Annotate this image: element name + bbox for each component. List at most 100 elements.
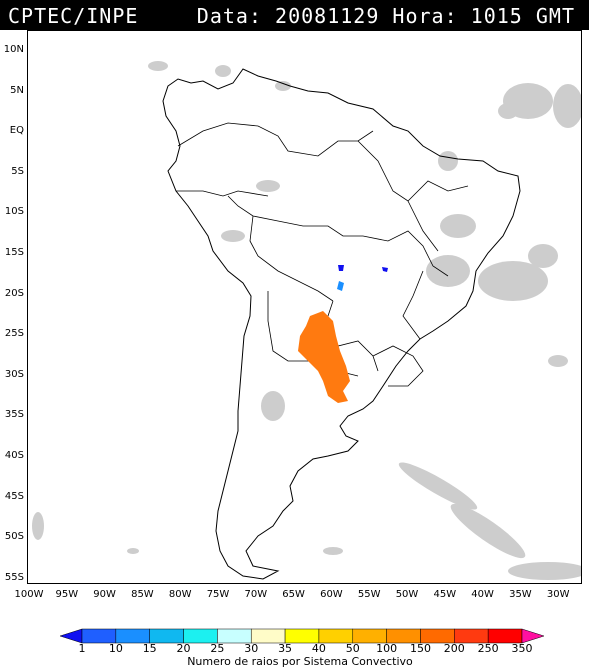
latitude-label: 45S <box>4 490 24 502</box>
colorbar-swatch <box>386 628 421 644</box>
legend <box>0 620 600 670</box>
cloud-patch <box>426 255 470 287</box>
latitude-label: 40S <box>4 450 24 461</box>
source-label: CPTEC/INPE <box>8 4 139 28</box>
cloud-patch <box>323 547 343 555</box>
lightning-system-blue <box>338 265 344 271</box>
cloud-patch <box>275 81 291 91</box>
colorbar-label: 35 <box>278 642 293 655</box>
colorbar-swatch <box>420 628 455 644</box>
colorbar-swatch <box>183 628 218 644</box>
colorbar <box>59 628 545 644</box>
border-line <box>372 345 424 387</box>
colorbar-label: 100 <box>376 642 398 655</box>
longitude-label: 40W <box>471 589 494 600</box>
title-bar: CPTEC/INPE Data: 20081129 Hora: 1015 GMT <box>0 0 589 30</box>
border-line <box>357 140 469 202</box>
colorbar-label: 25 <box>210 642 225 655</box>
lightning-systems <box>298 265 388 403</box>
cloud-patch <box>256 180 280 192</box>
border-line <box>177 122 374 157</box>
colorbar-arrow-right <box>521 628 545 644</box>
cloud-patch <box>32 512 44 540</box>
cloud-patch <box>127 548 139 554</box>
cloud-patch <box>440 214 476 238</box>
colorbar-swatch <box>487 628 523 644</box>
latitude-label: 50S <box>4 531 24 543</box>
latitude-label: 20S <box>4 287 24 299</box>
colorbar-swatch <box>115 628 150 644</box>
colorbar-label: 40 <box>311 642 326 655</box>
longitude-label: 70W <box>244 589 268 600</box>
latitude-label: 5N <box>10 84 24 96</box>
map-svg <box>32 61 581 580</box>
longitude-label: 35W <box>509 589 532 600</box>
cloud-cover <box>32 61 581 580</box>
longitude-label: 60W <box>320 589 343 600</box>
border-line <box>227 195 363 237</box>
cloud-patch <box>438 151 458 171</box>
cloud-patch <box>398 462 478 510</box>
border-line <box>362 230 449 277</box>
latitude-label: 10S <box>4 206 24 218</box>
border-line <box>402 270 424 340</box>
longitude-label: 45W <box>433 589 457 600</box>
latitude-label: 30S <box>4 368 24 380</box>
latitude-label: 5S <box>11 165 24 177</box>
longitude-label: 30W <box>546 589 570 600</box>
colorbar-label: 150 <box>409 642 431 655</box>
cloud-patch <box>548 355 568 367</box>
longitude-label: 55W <box>357 589 381 600</box>
colorbar-swatch <box>352 628 387 644</box>
colorbar-label: 30 <box>244 642 259 655</box>
colorbar-label: 15 <box>142 642 157 655</box>
latitude-label: 10N <box>3 44 24 55</box>
cloud-patch <box>553 84 581 128</box>
latitude-label: 15S <box>4 247 24 258</box>
border-line <box>249 215 334 302</box>
cloud-patch <box>450 503 526 559</box>
longitude-label: 95W <box>55 589 79 600</box>
cloud-patch <box>261 391 285 421</box>
latitude-label: 55S <box>4 571 24 583</box>
latitude-label: EQ <box>9 125 24 137</box>
map-frame <box>27 30 582 584</box>
border-line <box>176 190 269 197</box>
longitude-label: 50W <box>395 589 419 600</box>
colorbar-swatch <box>318 628 354 644</box>
cloud-patch <box>508 562 581 580</box>
lightning-system-orange <box>298 311 350 403</box>
colorbar-label: 1 <box>78 642 86 655</box>
colorbar-label: 250 <box>477 642 499 655</box>
latitude-label: 25S <box>4 328 24 340</box>
cloud-patch <box>215 65 231 77</box>
longitude-label: 80W <box>168 589 192 600</box>
longitude-label: 75W <box>206 589 230 600</box>
colorbar-swatch <box>250 628 286 644</box>
colorbar-label: 350 <box>511 642 533 655</box>
longitude-label: 85W <box>131 589 154 600</box>
longitude-label: 90W <box>93 589 116 600</box>
colorbar-swatch <box>284 628 320 644</box>
colorbar-swatch <box>454 628 489 644</box>
border-line <box>407 200 439 252</box>
datetime-label: Data: 20081129 Hora: 1015 GMT <box>196 4 575 28</box>
colorbar-label: 20 <box>176 642 191 655</box>
cloud-patch <box>498 103 518 119</box>
colorbar-swatch <box>149 628 184 644</box>
longitude-label: 65W <box>282 589 305 600</box>
south-america-outline <box>162 68 521 580</box>
latitude-label: 35S <box>4 409 24 421</box>
colorbar-swatch <box>217 628 252 644</box>
legend-caption: Numero de raios por Sistema Convectivo <box>187 655 413 668</box>
cloud-patch <box>478 261 548 301</box>
colorbar-label: 10 <box>108 642 123 655</box>
cloud-patch <box>528 244 558 268</box>
colorbar-arrow-left <box>59 628 83 644</box>
longitude-label: 100W <box>14 589 44 600</box>
cloud-patch <box>221 230 245 242</box>
lightning-system-cyan <box>337 281 344 291</box>
lightning-system-blue <box>382 267 388 272</box>
cloud-patch <box>148 61 168 71</box>
colorbar-label: 50 <box>345 642 360 655</box>
